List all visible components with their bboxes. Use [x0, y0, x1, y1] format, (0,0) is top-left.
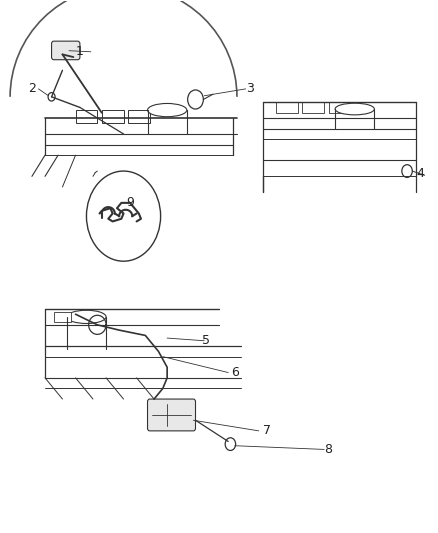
Text: 7: 7 — [263, 424, 271, 438]
Circle shape — [401, 165, 411, 177]
Ellipse shape — [334, 103, 374, 115]
Text: 8: 8 — [324, 443, 332, 456]
FancyBboxPatch shape — [276, 102, 297, 113]
Text: 2: 2 — [28, 83, 36, 95]
Text: 9: 9 — [126, 196, 134, 209]
FancyBboxPatch shape — [53, 312, 71, 322]
Circle shape — [187, 90, 203, 109]
Circle shape — [225, 438, 235, 450]
Text: 5: 5 — [202, 334, 210, 347]
FancyBboxPatch shape — [302, 102, 323, 113]
Text: 6: 6 — [230, 366, 238, 379]
Ellipse shape — [67, 310, 106, 324]
FancyBboxPatch shape — [127, 110, 149, 123]
FancyBboxPatch shape — [328, 102, 350, 113]
Text: 3: 3 — [246, 83, 254, 95]
Circle shape — [86, 171, 160, 261]
Text: 4: 4 — [415, 167, 423, 180]
FancyBboxPatch shape — [75, 110, 97, 123]
Circle shape — [48, 93, 55, 101]
FancyBboxPatch shape — [51, 41, 80, 60]
Text: 1: 1 — [76, 45, 84, 58]
FancyBboxPatch shape — [102, 110, 123, 123]
Ellipse shape — [147, 103, 186, 117]
FancyBboxPatch shape — [147, 399, 195, 431]
